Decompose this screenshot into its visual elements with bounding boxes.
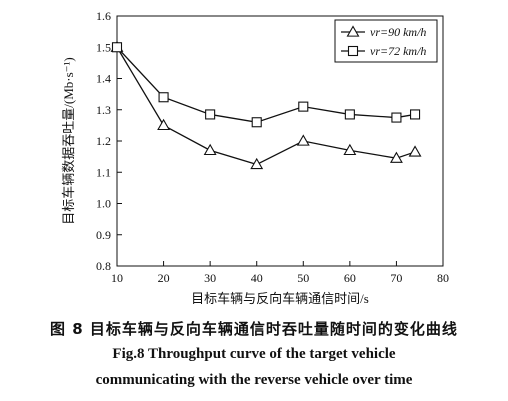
- y-tick-label: 1.3: [96, 103, 111, 117]
- data-point-vr72: [251, 117, 262, 128]
- data-point-vr72: [410, 109, 421, 120]
- figure-caption-chinese: 图 8 目标车辆与反向车辆通信时吞吐量随时间的变化曲线: [50, 320, 458, 338]
- x-axis-label: 目标车辆与反向车辆通信时间/s: [191, 291, 369, 306]
- y-axis-label: 目标车辆数据吞吐量/(Mb·s⁻¹): [61, 57, 76, 224]
- legend-label: vr=90 km/h: [370, 25, 426, 39]
- data-point-vr72: [391, 112, 402, 123]
- x-tick-label: 70: [390, 271, 402, 285]
- x-tick-label: 30: [204, 271, 216, 285]
- data-point-vr72: [298, 101, 309, 112]
- x-tick-label: 40: [251, 271, 263, 285]
- x-tick-label: 50: [297, 271, 309, 285]
- data-point-vr90: [296, 134, 310, 146]
- legend-marker-square: [347, 45, 359, 57]
- x-tick-label: 80: [437, 271, 449, 285]
- data-point-vr90: [408, 145, 422, 157]
- series-line-vr72: [116, 46, 416, 123]
- x-tick-label: 10: [111, 271, 123, 285]
- y-tick-label: 1.0: [96, 197, 111, 211]
- x-tick-label: 60: [344, 271, 356, 285]
- legend-marker-triangle: [346, 25, 360, 37]
- data-point-vr72: [158, 92, 169, 103]
- legend-label: vr=72 km/h: [370, 44, 426, 58]
- data-point-vr90: [250, 157, 264, 170]
- data-point-vr90: [157, 118, 171, 131]
- y-tick-label: 1.4: [96, 72, 111, 86]
- y-tick-label: 1.1: [96, 165, 111, 179]
- data-point-vr72: [344, 109, 355, 120]
- y-tick-label: 1.5: [96, 40, 111, 54]
- x-tick-label: 20: [158, 271, 170, 285]
- y-tick-label: 1.6: [96, 9, 111, 23]
- y-tick-label: 1.2: [96, 134, 111, 148]
- legend: vr=90 km/h vr=72 km/h: [334, 19, 438, 63]
- y-axis-ticks: 0.8 0.9 1.0 1.1 1.2 1.3 1.4 1.5 1.6: [96, 9, 122, 273]
- data-point-vr90: [203, 143, 217, 156]
- series-group: [110, 40, 422, 170]
- data-point-vr90: [343, 143, 357, 156]
- figure-caption-english-line2: communicating with the reverse vehicle o…: [95, 372, 413, 388]
- data-point-vr72: [205, 109, 216, 120]
- figure-caption-english-line1: Fig.8 Throughput curve of the target veh…: [112, 346, 396, 362]
- series-line-vr90: [116, 46, 416, 166]
- y-tick-label: 0.8: [96, 259, 111, 273]
- throughput-chart: 10 20 30 40 50 60 70 80 0.8 0.9 1.0 1.1 1.2 1.3 1.4 1.…: [61, 9, 449, 306]
- y-tick-label: 0.9: [96, 228, 111, 242]
- data-point-vr72: [111, 42, 123, 53]
- x-axis-ticks: 10 20 30 40 50 60 70 80: [111, 261, 449, 285]
- data-point-vr90: [389, 151, 403, 163]
